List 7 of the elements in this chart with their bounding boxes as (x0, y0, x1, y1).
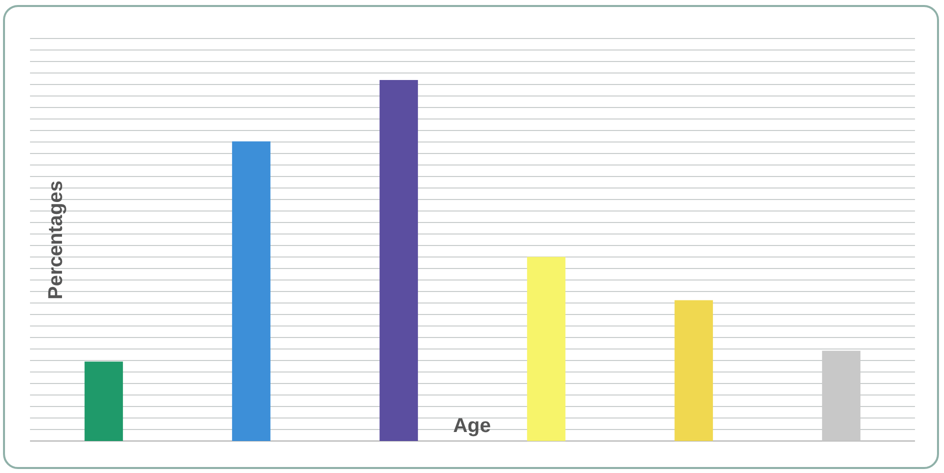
bar (674, 300, 713, 441)
bar (380, 80, 418, 441)
bar (84, 362, 123, 441)
bar (527, 256, 566, 441)
bar (232, 141, 270, 441)
y-axis-title: Percentages (45, 180, 67, 300)
x-axis-title: Age (453, 415, 491, 437)
